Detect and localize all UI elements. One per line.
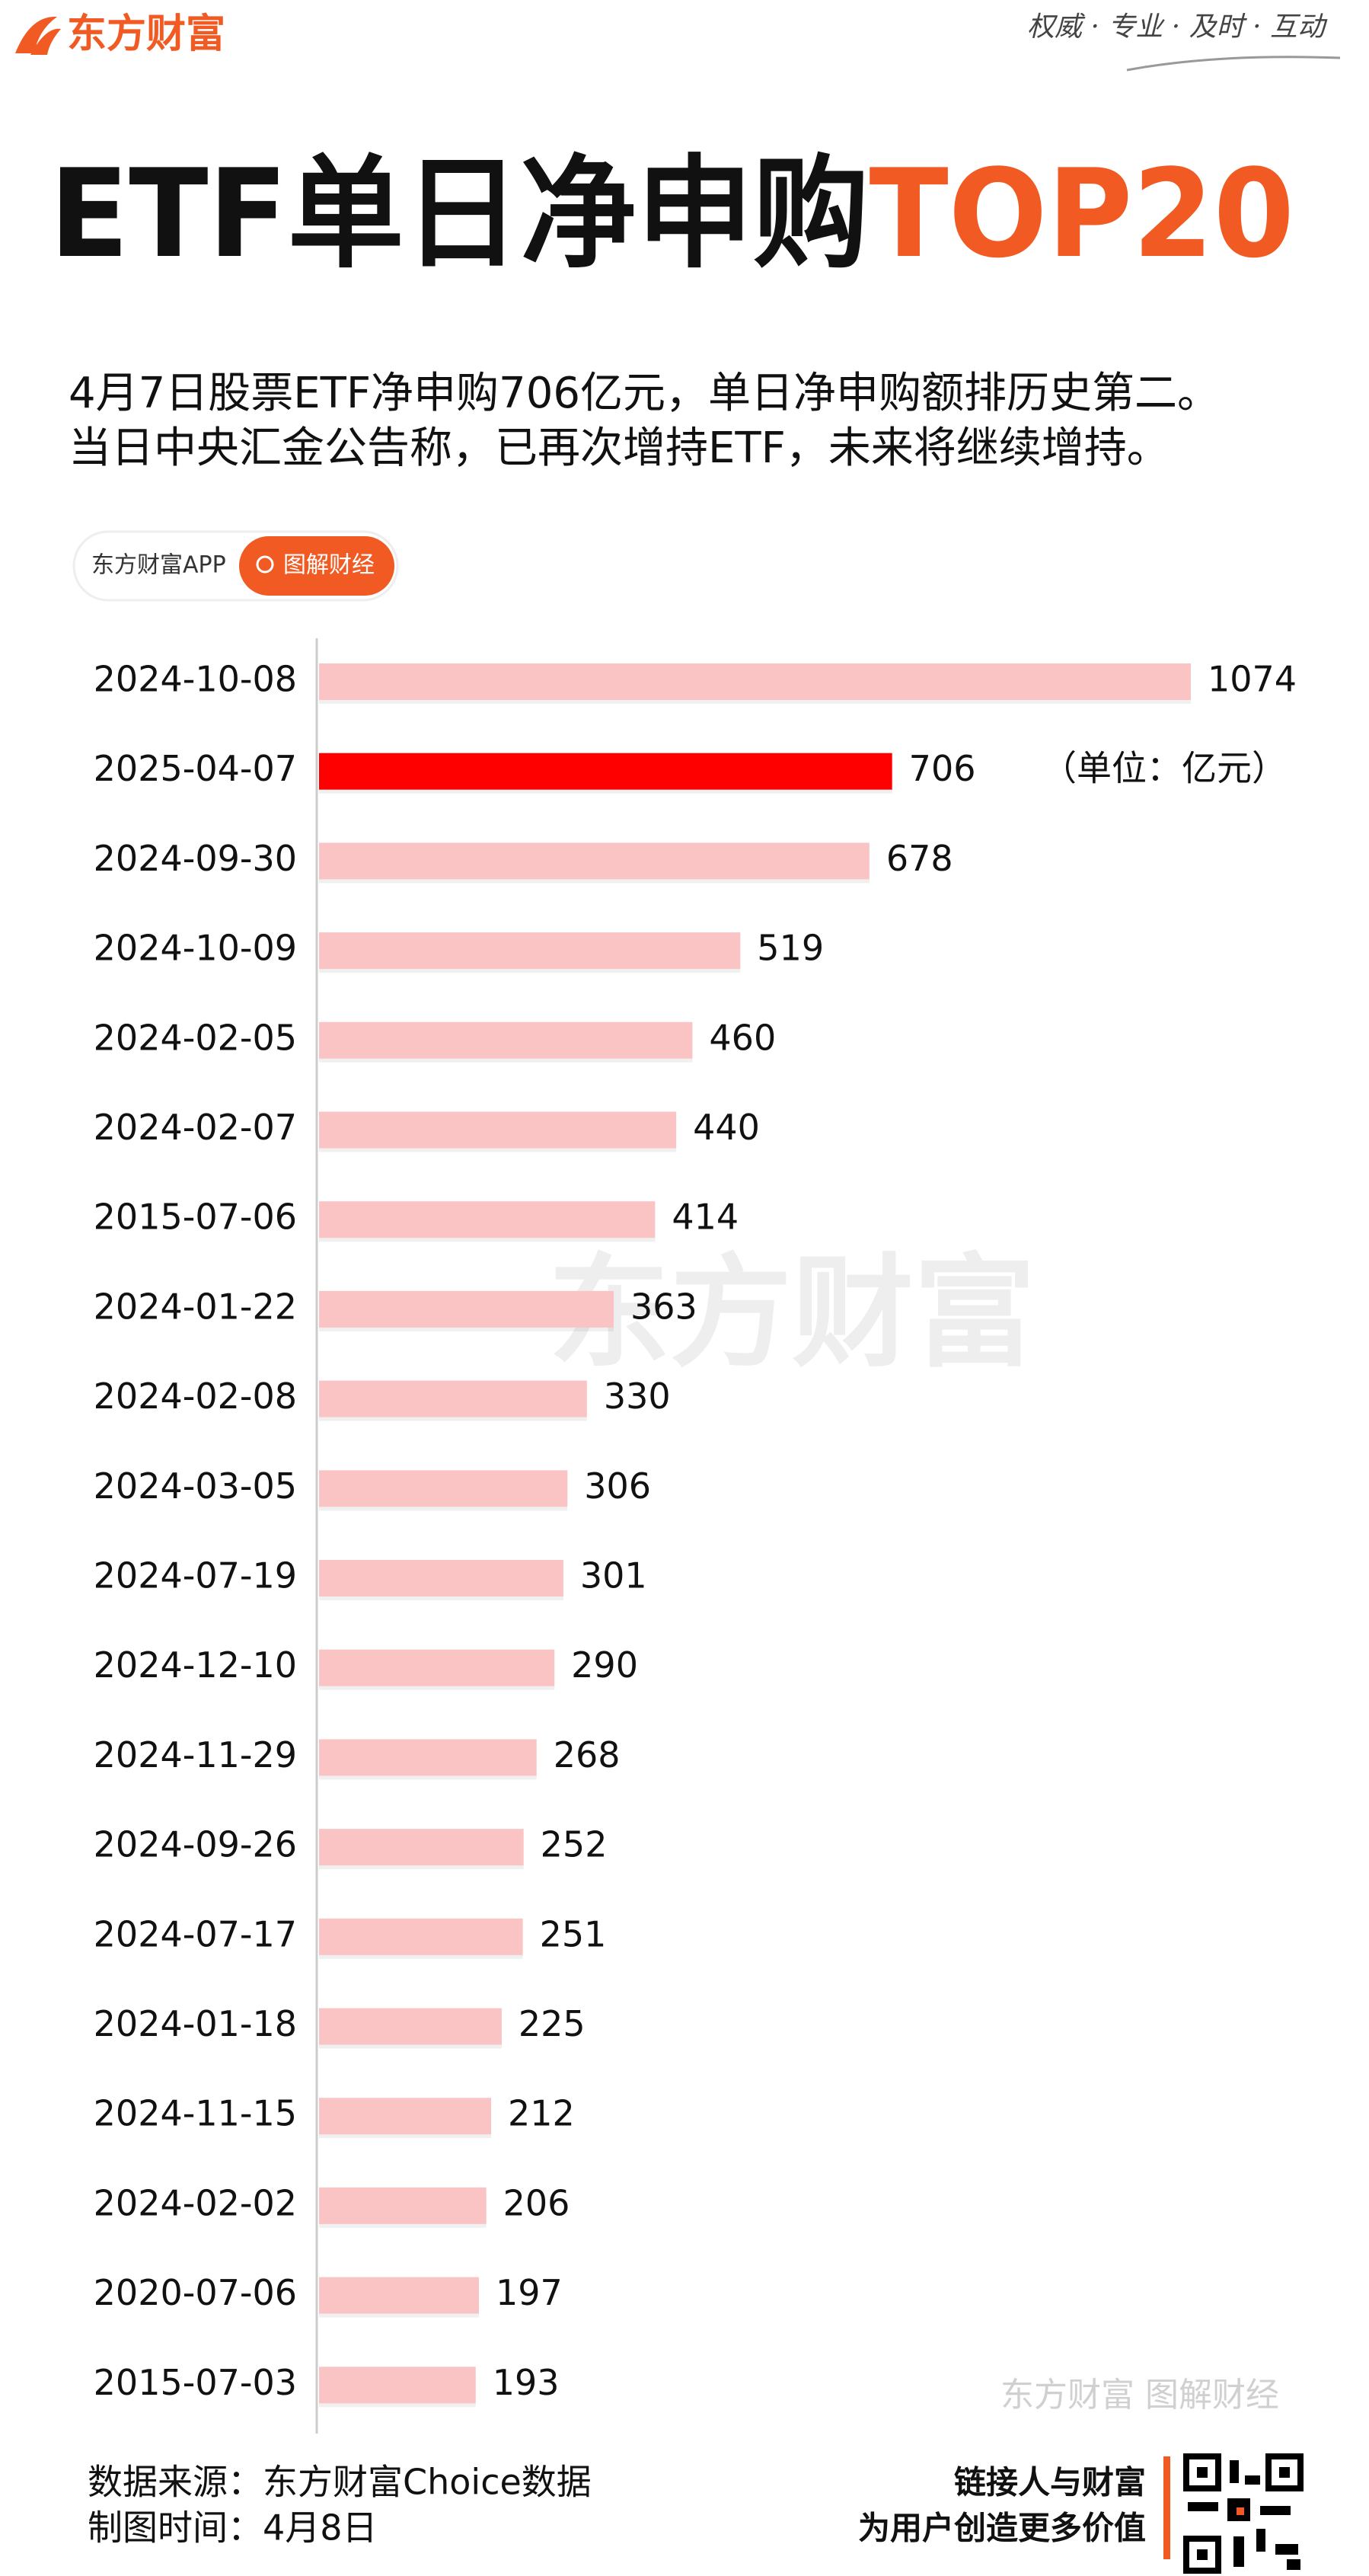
bar [319,2187,487,2224]
bar [319,932,741,970]
value-label: 363 [630,1286,697,1327]
y-tick-label: 2015-07-06 [94,1197,297,1238]
y-tick-label: 2024-10-09 [94,928,297,969]
value-label: 306 [584,1465,651,1507]
value-label: 1074 [1208,659,1297,700]
search-icon [256,555,274,574]
logo-icon [15,16,61,55]
bar [319,2008,502,2045]
subtitle-line: 当日中央汇金公告称，已再次增持ETF，未来将继续增持。 [69,423,1170,473]
y-tick-label: 2025-04-07 [94,748,297,789]
bar [319,1470,568,1507]
bar [319,1290,614,1328]
value-label: 212 [508,2093,575,2134]
y-tick-label: 2015-07-03 [94,2362,297,2403]
bar [319,2367,476,2404]
unit-label: （单位：亿元） [1042,748,1287,789]
badge-source: 东方财富APP [91,552,226,579]
value-label: 414 [672,1197,739,1238]
bar [319,1649,555,1686]
bar [319,1918,523,1955]
value-label: 251 [540,1913,607,1954]
y-tick-label: 2024-09-26 [94,1824,297,1865]
y-tick-label: 2024-02-07 [94,1107,297,1148]
y-tick-label: 2024-12-10 [94,1644,297,1686]
bar [319,1021,693,1059]
bar [319,753,892,790]
value-label: 519 [757,928,824,969]
y-tick-label: 2024-02-02 [94,2182,297,2223]
bar [319,1201,656,1238]
y-tick-label: 2020-07-06 [94,2272,297,2313]
value-label: 301 [580,1555,647,1596]
footer-date: 制图时间：4月8日 [88,2507,378,2549]
value-label: 225 [519,2003,586,2044]
value-label: 440 [693,1107,760,1148]
bar [319,1739,537,1776]
value-label: 268 [554,1734,621,1775]
bar [319,663,1191,700]
y-tick-label: 2024-01-18 [94,2003,297,2044]
footer-slogan: 链接人与财富 [954,2464,1146,2501]
y-tick-label: 2024-09-30 [94,838,297,879]
title-highlight: TOP20 [870,142,1294,285]
bar [319,842,870,880]
logo-text: 东方财富 [67,11,225,57]
y-tick-label: 2024-11-15 [94,2093,297,2134]
title: ETF单日净申购TOP20 [49,142,1294,285]
badge-button[interactable] [239,536,394,596]
value-label: 460 [709,1017,776,1058]
title-main: ETF单日净申购 [49,142,870,285]
footer-slogan: 为用户创造更多价值 [858,2510,1146,2547]
value-label: 197 [496,2272,563,2313]
value-label: 252 [541,1824,608,1865]
y-tick-label: 2024-01-22 [94,1286,297,1327]
value-label: 290 [571,1644,638,1686]
footer-source: 数据来源：东方财富Choice数据 [88,2462,592,2503]
y-tick-label: 2024-02-05 [94,1017,297,1058]
watermark-bottom: 东方财富 图解财经 [1000,2376,1279,2415]
y-tick-label: 2024-07-19 [94,1555,297,1596]
bar [319,2277,480,2314]
footer-bar [1163,2456,1170,2559]
slogan-swoosh [1126,56,1341,72]
slogan: 权威 · 专业 · 及时 · 互动 [1027,11,1328,43]
bar [319,1829,524,1866]
value-label: 206 [503,2182,570,2223]
bar [319,1380,587,1417]
value-label: 678 [886,838,953,879]
y-tick-label: 2024-11-29 [94,1734,297,1775]
bar [319,2098,492,2135]
y-tick-label: 2024-02-08 [94,1376,297,1417]
subtitle-line: 4月7日股票ETF净申购706亿元，单日净申购额排历史第二。 [69,369,1220,418]
value-label: 706 [909,748,976,789]
badge-button-text[interactable]: 图解财经 [283,552,375,579]
bar [319,1111,677,1149]
y-tick-label: 2024-10-08 [94,659,297,700]
bar [319,1560,563,1596]
value-label: 193 [493,2362,560,2403]
value-label: 330 [604,1376,671,1417]
watermark: 东方财富 [548,1242,1036,1384]
y-tick-label: 2024-03-05 [94,1465,297,1507]
y-tick-label: 2024-07-17 [94,1913,297,1954]
qr-code [1183,2453,1304,2574]
